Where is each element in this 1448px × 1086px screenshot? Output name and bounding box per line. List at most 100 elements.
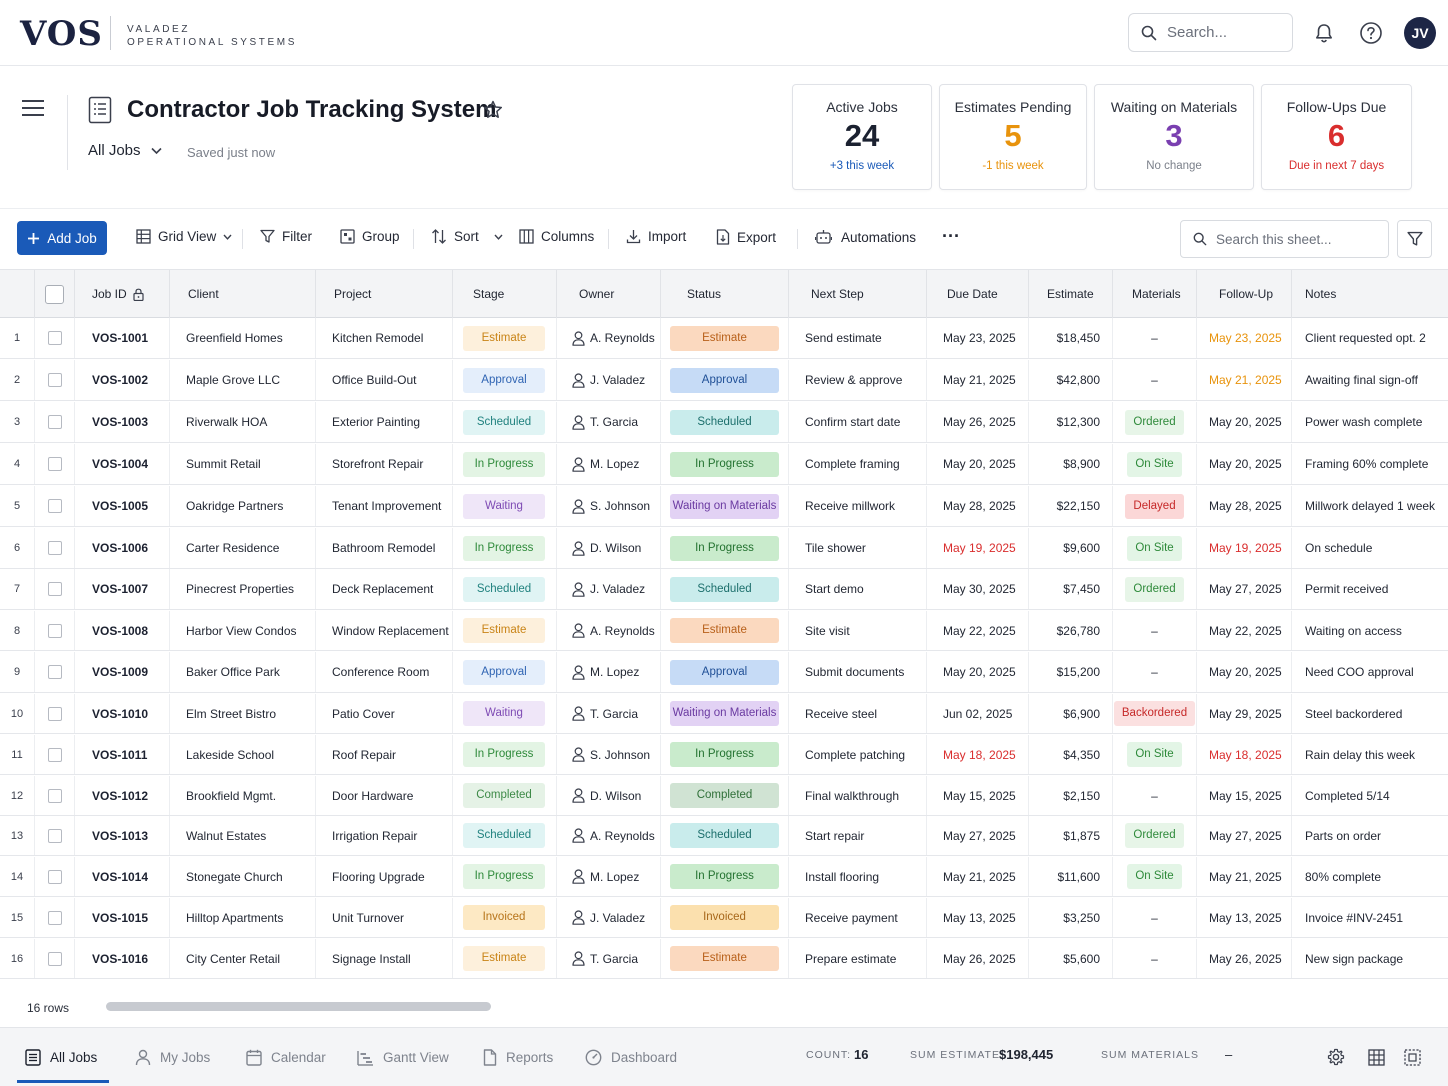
cell-project[interactable]: Window Replacement xyxy=(316,611,453,650)
cell-stage[interactable]: In Progress xyxy=(453,857,557,896)
cell-notes[interactable]: New sign package xyxy=(1305,951,1404,966)
import-button[interactable]: Import xyxy=(626,229,686,244)
cell-estimate[interactable]: $11,600 xyxy=(1029,857,1113,896)
cell-next-step[interactable]: Receive millwork xyxy=(789,486,927,526)
cell-project[interactable]: Patio Cover xyxy=(316,694,453,733)
cell-project[interactable]: Flooring Upgrade xyxy=(316,857,453,896)
cell-project[interactable]: Exterior Painting xyxy=(316,402,453,442)
cell-job-id[interactable]: VOS-1003 xyxy=(75,402,170,442)
header-estimate[interactable]: Estimate xyxy=(1029,270,1113,318)
cell-status[interactable]: In Progress xyxy=(661,528,789,568)
row-checkbox[interactable] xyxy=(47,457,62,471)
row-checkbox[interactable] xyxy=(47,331,62,345)
cell-status[interactable]: Approval xyxy=(661,652,789,692)
row-checkbox[interactable] xyxy=(47,788,62,803)
cell-owner[interactable]: T. Garcia xyxy=(557,939,661,978)
cell-job-id[interactable]: VOS-1001 xyxy=(75,318,170,358)
cell-status[interactable]: In Progress xyxy=(661,735,789,774)
cell-status[interactable]: Estimate xyxy=(661,318,789,358)
cell-next-step[interactable]: Receive payment xyxy=(789,898,927,937)
user-avatar[interactable]: JV xyxy=(1404,17,1436,49)
cell-project[interactable]: Tenant Improvement xyxy=(316,486,453,526)
table-row[interactable]: 7 VOS-1007 Pinecrest Properties Deck Rep… xyxy=(0,569,1448,610)
cell-estimate[interactable]: $12,300 xyxy=(1029,402,1113,442)
cell-materials[interactable]: On Site xyxy=(1113,528,1197,568)
cell-notes[interactable]: Need COO approval xyxy=(1305,665,1414,679)
cell-client[interactable]: Hilltop Apartments xyxy=(170,898,316,937)
cell-owner[interactable]: A. Reynolds xyxy=(557,816,661,855)
cell-project[interactable]: Signage Install xyxy=(316,939,453,978)
table-row[interactable]: 14 VOS-1014 Stonegate Church Flooring Up… xyxy=(0,857,1448,897)
cell-follow-up[interactable]: May 19, 2025 xyxy=(1197,528,1292,568)
cell-job-id[interactable]: VOS-1013 xyxy=(75,816,170,855)
cell-next-step[interactable]: Prepare estimate xyxy=(789,939,927,978)
table-row[interactable]: 9 VOS-1009 Baker Office Park Conference … xyxy=(0,652,1448,693)
cell-materials[interactable]: – xyxy=(1113,652,1197,692)
row-checkbox[interactable] xyxy=(47,623,62,638)
cell-due-date[interactable]: May 15, 2025 xyxy=(927,776,1029,815)
cell-status[interactable]: Waiting on Materials xyxy=(661,486,789,526)
notifications-button[interactable] xyxy=(1309,18,1339,48)
table-row[interactable]: 15 VOS-1015 Hilltop Apartments Unit Turn… xyxy=(0,898,1448,938)
cell-job-id[interactable]: VOS-1006 xyxy=(75,528,170,568)
cell-estimate[interactable]: $5,600 xyxy=(1029,939,1113,978)
cell-stage[interactable]: Scheduled xyxy=(453,569,557,609)
help-button[interactable] xyxy=(1356,18,1386,48)
row-checkbox[interactable] xyxy=(47,828,62,843)
cell-project[interactable]: Irrigation Repair xyxy=(316,816,453,855)
tab-dashboard[interactable]: Dashboard xyxy=(585,1028,677,1086)
filter-button[interactable]: Filter xyxy=(260,229,312,244)
cell-owner[interactable]: J. Valadez xyxy=(557,898,661,937)
cell-follow-up[interactable]: May 28, 2025 xyxy=(1197,486,1292,526)
cell-owner[interactable]: J. Valadez xyxy=(557,569,661,609)
cell-next-step[interactable]: Start demo xyxy=(789,569,927,609)
cell-owner[interactable]: S. Johnson xyxy=(557,486,661,526)
advanced-filter-button[interactable] xyxy=(1397,220,1432,258)
cell-project[interactable]: Deck Replacement xyxy=(316,569,453,609)
cell-status[interactable]: In Progress xyxy=(661,857,789,896)
cell-owner[interactable]: M. Lopez xyxy=(557,857,661,896)
header-next-step[interactable]: Next Step xyxy=(789,270,927,318)
cell-estimate[interactable]: $26,780 xyxy=(1029,611,1113,650)
cell-project[interactable]: Roof Repair xyxy=(316,735,453,774)
cell-due-date[interactable]: May 13, 2025 xyxy=(927,898,1029,937)
cell-follow-up[interactable]: May 21, 2025 xyxy=(1197,857,1292,896)
cell-client[interactable]: Walnut Estates xyxy=(170,816,316,855)
header-due-date[interactable]: Due Date xyxy=(927,270,1029,318)
cell-estimate[interactable]: $22,150 xyxy=(1029,486,1113,526)
header-materials[interactable]: Materials xyxy=(1113,270,1197,318)
cell-materials[interactable]: Ordered xyxy=(1113,402,1197,442)
cell-stage[interactable]: Scheduled xyxy=(453,402,557,442)
cell-follow-up[interactable]: May 15, 2025 xyxy=(1197,776,1292,815)
star-icon[interactable] xyxy=(482,99,504,121)
tab-all-jobs[interactable]: All Jobs xyxy=(16,1028,110,1086)
cell-next-step[interactable]: Complete framing xyxy=(789,444,927,484)
cell-stage[interactable]: Invoiced xyxy=(453,898,557,937)
cell-client[interactable]: Carter Residence xyxy=(170,528,316,568)
cell-notes[interactable]: Completed 5/14 xyxy=(1305,788,1390,803)
add-job-button[interactable]: Add Job xyxy=(17,221,107,255)
view-selector[interactable]: All Jobs xyxy=(88,142,162,159)
cell-stage[interactable]: In Progress xyxy=(453,528,557,568)
cell-client[interactable]: Elm Street Bistro xyxy=(170,694,316,733)
cell-client[interactable]: City Center Retail xyxy=(170,939,316,978)
cell-materials[interactable]: – xyxy=(1113,360,1197,400)
columns-button[interactable]: Columns xyxy=(519,229,594,244)
cell-job-id[interactable]: VOS-1016 xyxy=(75,939,170,978)
cell-estimate[interactable]: $4,350 xyxy=(1029,735,1113,774)
cell-job-id[interactable]: VOS-1014 xyxy=(75,857,170,896)
table-row[interactable]: 2 VOS-1002 Maple Grove LLC Office Build-… xyxy=(0,360,1448,401)
cell-notes[interactable]: Permit received xyxy=(1305,582,1389,596)
header-client[interactable]: Client xyxy=(170,270,316,318)
cell-client[interactable]: Maple Grove LLC xyxy=(170,360,316,400)
header-follow-up[interactable]: Follow-Up xyxy=(1197,270,1292,318)
cell-status[interactable]: Waiting on Materials xyxy=(661,694,789,733)
row-checkbox[interactable] xyxy=(47,951,62,966)
cell-owner[interactable]: J. Valadez xyxy=(557,360,661,400)
automations-button[interactable]: Automations xyxy=(815,229,916,245)
table-row[interactable]: 16 VOS-1016 City Center Retail Signage I… xyxy=(0,939,1448,979)
cell-materials[interactable]: Backordered xyxy=(1113,694,1197,733)
cell-due-date[interactable]: May 20, 2025 xyxy=(927,652,1029,692)
cell-estimate[interactable]: $7,450 xyxy=(1029,569,1113,609)
cell-project[interactable]: Unit Turnover xyxy=(316,898,453,937)
